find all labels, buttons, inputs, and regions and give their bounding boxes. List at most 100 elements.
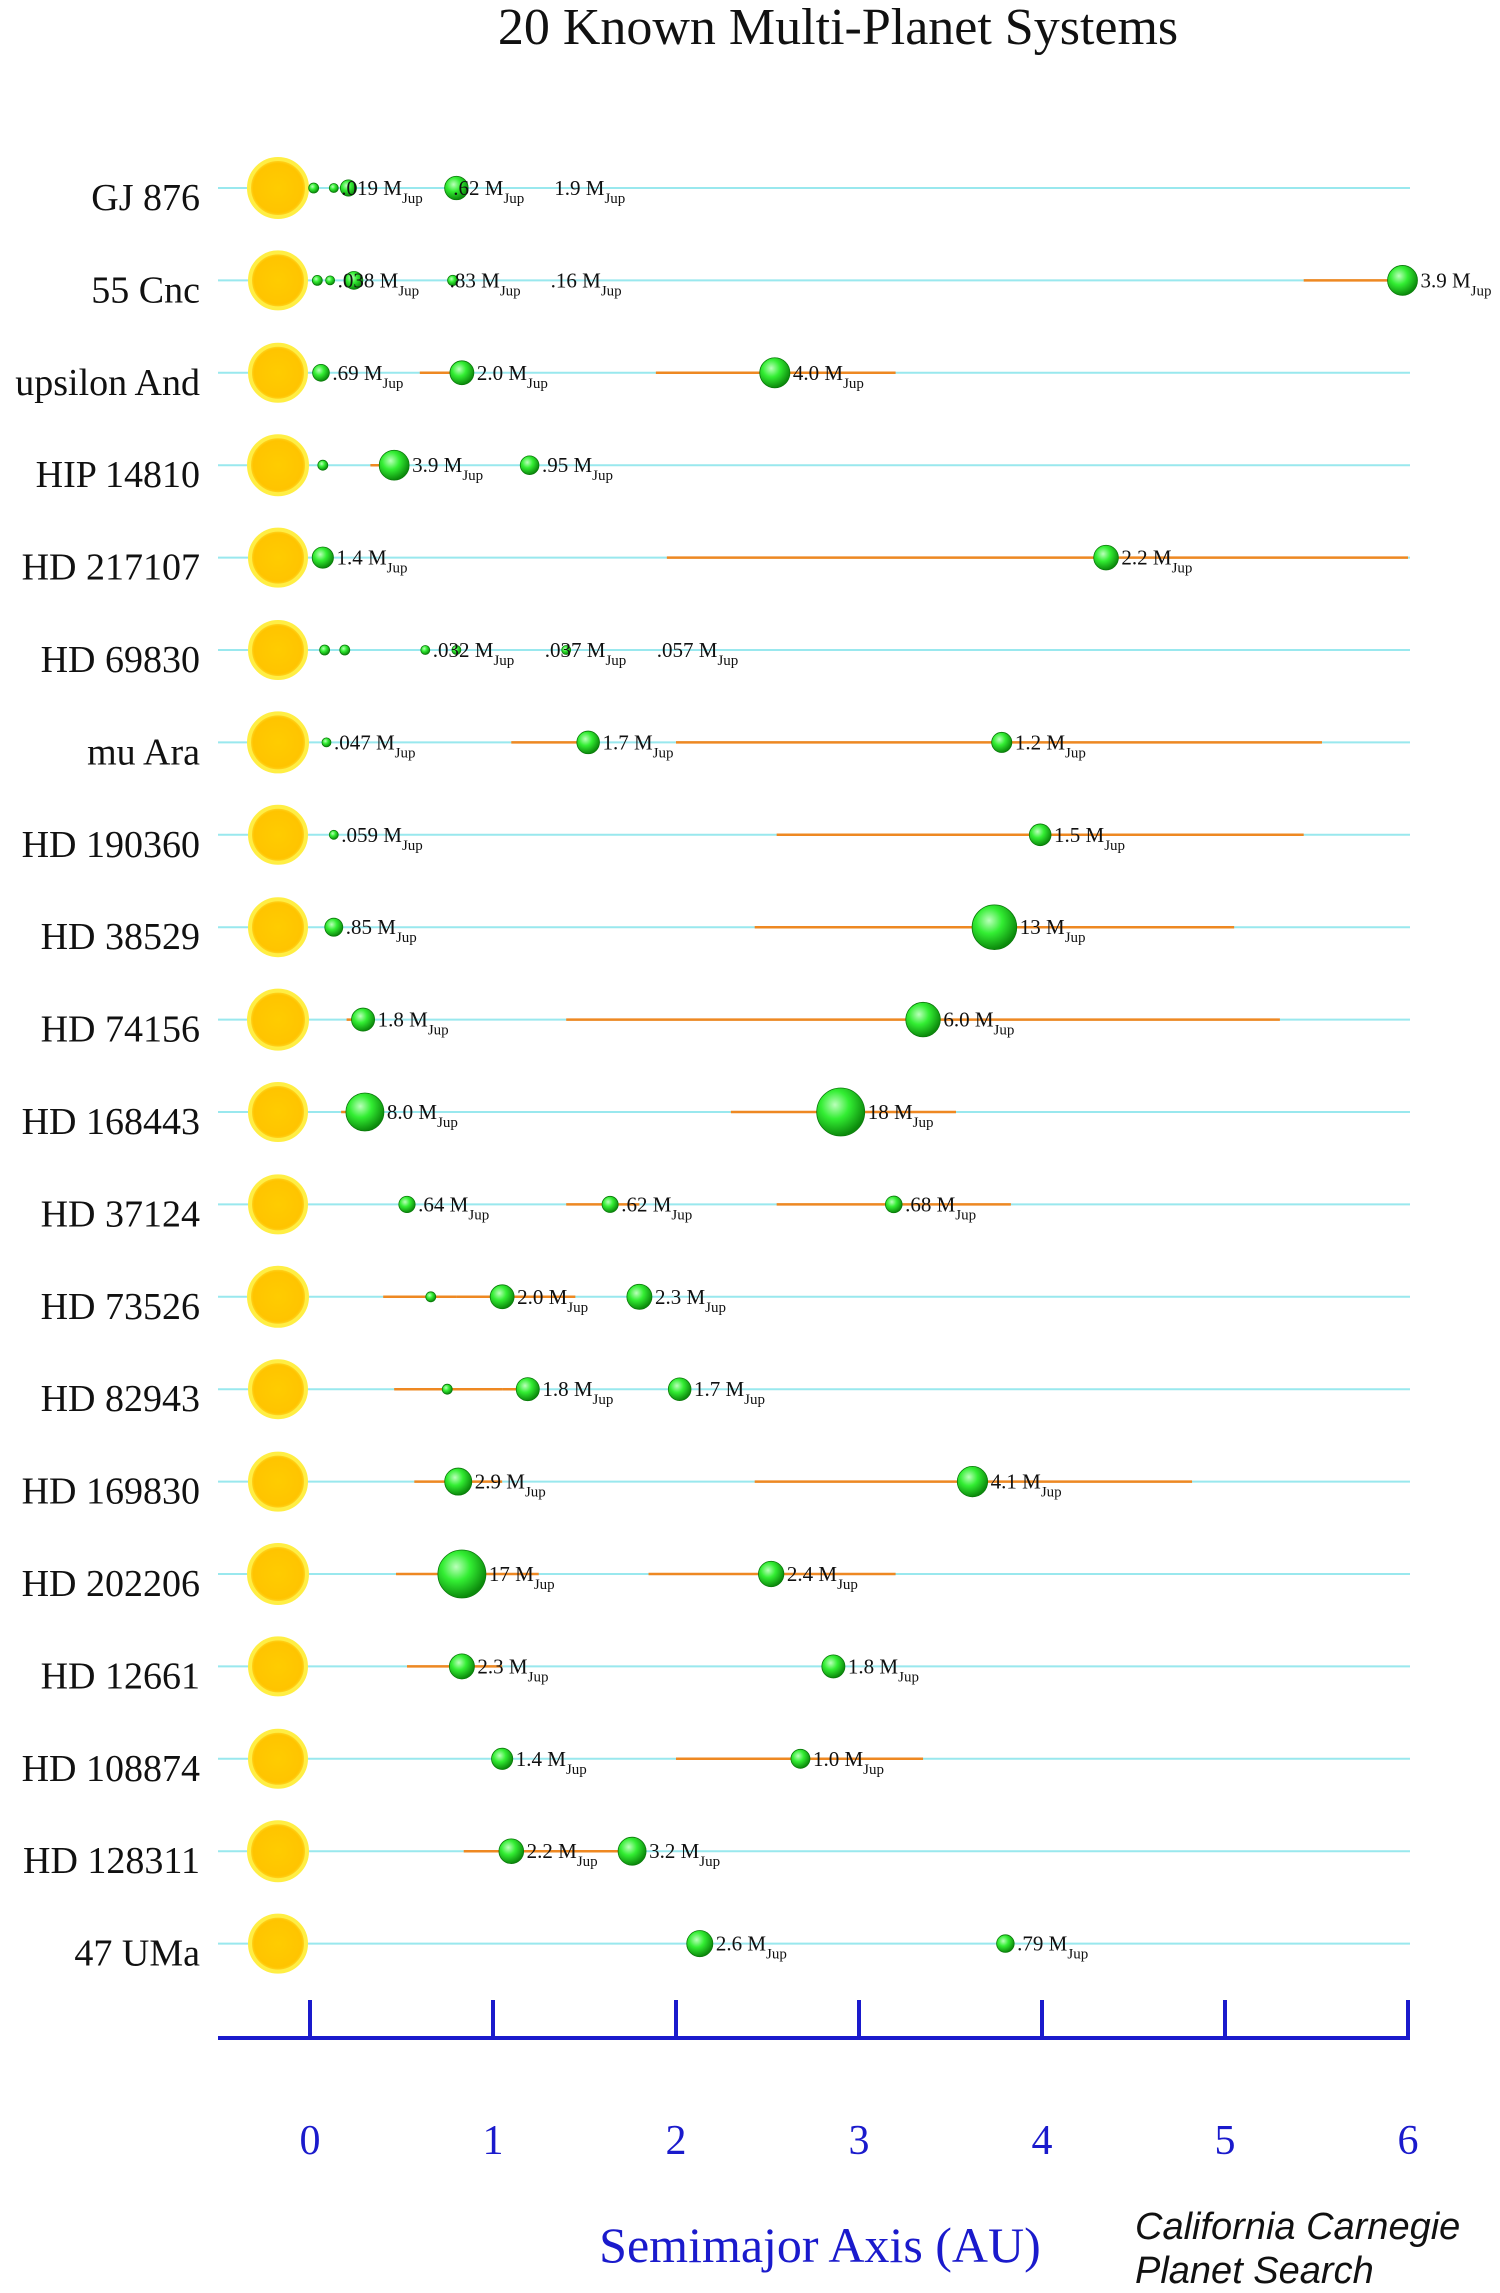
planet-marker <box>821 1654 846 1679</box>
system-rows: GJ 876 .019 MJup .62 MJup 1.9 MJup 55 Cnc .03… <box>15 157 1491 1975</box>
mass-label: .69 MJup <box>332 361 403 392</box>
star-marker <box>248 1728 308 1789</box>
star-marker <box>248 527 308 588</box>
star-marker <box>248 1359 308 1420</box>
system-row: mu Ara .047 MJup 1.7 MJup 1.2 MJup <box>87 711 1410 774</box>
x-axis: 0 1 2 3 4 5 6 <box>218 2000 1419 2164</box>
planet-marker <box>345 1092 385 1132</box>
system-name: HD 202206 <box>22 1563 200 1605</box>
system-row: HD 169830 2.9 MJup 4.1 MJup <box>22 1451 1410 1513</box>
planet-marker <box>311 546 334 569</box>
planet-marker <box>451 645 462 655</box>
star-marker <box>248 1451 308 1512</box>
star-marker <box>248 1913 308 1974</box>
planet-marker <box>971 904 1018 950</box>
planet-marker <box>1028 823 1052 847</box>
planet-marker <box>1387 265 1418 296</box>
mass-label: 2.3 MJup <box>477 1654 548 1685</box>
system-name: HD 82943 <box>41 1378 200 1420</box>
system-name: 47 UMa <box>74 1933 200 1975</box>
system-row: HD 108874 1.4 MJup 1.0 MJup <box>22 1728 1410 1790</box>
system-name: HD 12661 <box>41 1655 200 1697</box>
planet-marker <box>448 1653 475 1680</box>
x-tick-label: 1 <box>483 2118 504 2164</box>
mass-label: 2.3 MJup <box>655 1285 726 1316</box>
planet-marker <box>308 182 320 194</box>
system-name: HD 128311 <box>23 1840 200 1882</box>
mass-label: .64 MJup <box>418 1192 489 1223</box>
mass-label: 1.8 MJup <box>378 1008 449 1039</box>
mass-label: 1.0 MJup <box>813 1747 884 1778</box>
system-row: GJ 876 .019 MJup .62 MJup 1.9 MJup <box>91 157 1410 219</box>
planet-marker <box>437 1549 487 1599</box>
system-name: HD 168443 <box>22 1101 200 1143</box>
planet-marker <box>790 1748 811 1769</box>
chart-title: 20 Known Multi-Planet Systems <box>498 0 1178 56</box>
planet-marker <box>312 364 330 382</box>
mass-label: 2.4 MJup <box>787 1562 858 1593</box>
mass-label: 6.0 MJup <box>943 1008 1014 1039</box>
x-axis-label: Semimajor Axis (AU) <box>599 2217 1041 2273</box>
planet-marker <box>996 1934 1015 1953</box>
mass-label: 1.2 MJup <box>1015 730 1086 761</box>
planet-marker <box>576 730 600 755</box>
mass-label: .16 MJup <box>551 268 622 299</box>
planet-marker <box>441 1383 453 1395</box>
system-row: HD 37124 .64 MJup .62 MJup .68 MJup <box>41 1174 1410 1235</box>
system-name: HD 38529 <box>41 916 200 958</box>
x-tick-label: 0 <box>300 2118 321 2164</box>
system-row: HD 190360 .059 MJup 1.5 MJup <box>22 804 1410 866</box>
star-marker <box>248 804 308 865</box>
system-name: mu Ara <box>87 731 200 773</box>
system-row: upsilon And .69 MJup 2.0 MJup 4.0 MJup <box>15 342 1410 404</box>
star-marker <box>248 1174 308 1235</box>
mass-label: 4.1 MJup <box>991 1470 1062 1501</box>
planet-marker <box>991 731 1013 753</box>
planet-marker <box>444 175 469 201</box>
planet-marker <box>561 645 572 655</box>
planet-marker <box>420 645 431 655</box>
star-marker <box>247 988 309 1051</box>
planet-marker <box>686 1930 714 1958</box>
system-row: 47 UMa 2.6 MJup .79 MJup <box>74 1913 1410 1975</box>
mass-label: .038 MJup <box>338 268 420 299</box>
system-row: HD 128311 2.2 MJup 3.2 MJup <box>23 1820 1410 1883</box>
planet-marker <box>1093 544 1119 571</box>
planet-marker <box>378 449 410 481</box>
mass-label: 2.2 MJup <box>1121 546 1192 577</box>
planet-marker <box>626 1283 653 1310</box>
system-name: HD 108874 <box>22 1748 200 1790</box>
x-tick-label: 3 <box>849 2118 870 2164</box>
mass-label: .68 MJup <box>905 1192 976 1223</box>
mass-label: 1.5 MJup <box>1054 823 1125 854</box>
planet-marker <box>758 1560 785 1588</box>
system-row: HD 168443 8.0 MJup 18 MJup <box>22 1082 1410 1143</box>
mass-label: .057 MJup <box>657 638 739 669</box>
planet-marker <box>449 360 475 386</box>
mass-label: 2.9 MJup <box>475 1470 546 1501</box>
planet-marker <box>425 1291 437 1303</box>
system-row: HD 69830 .032 MJup .037 MJup .057 MJup <box>41 620 1410 681</box>
mass-label: .62 MJup <box>453 176 524 207</box>
planet-marker <box>317 459 329 471</box>
system-name: HD 190360 <box>22 824 200 866</box>
star-marker <box>247 711 309 774</box>
star-marker <box>247 157 309 219</box>
mass-label: 3.9 MJup <box>1420 268 1491 299</box>
planet-marker <box>311 274 323 286</box>
planet-marker <box>956 1465 989 1498</box>
mass-label: 1.4 MJup <box>516 1747 587 1778</box>
x-tick-label: 4 <box>1032 2118 1053 2164</box>
system-name: HD 74156 <box>41 1009 200 1051</box>
planet-marker <box>491 1747 514 1770</box>
planet-marker <box>344 271 364 290</box>
mass-label: 8.0 MJup <box>387 1100 458 1131</box>
x-tick-label: 6 <box>1398 2118 1419 2164</box>
planet-marker <box>816 1087 866 1137</box>
planet-marker <box>328 829 339 840</box>
mass-label: 4.0 MJup <box>793 361 864 392</box>
star-marker <box>247 1543 309 1605</box>
planet-marker <box>905 1001 941 1038</box>
planet-marker <box>489 1284 515 1310</box>
system-name: upsilon And <box>15 362 200 404</box>
